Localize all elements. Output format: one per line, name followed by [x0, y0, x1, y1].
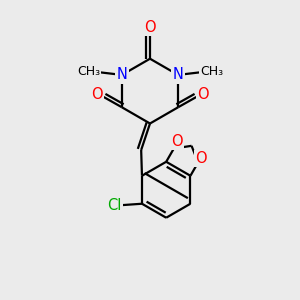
- Text: N: N: [172, 68, 184, 82]
- Text: O: O: [144, 20, 156, 35]
- Text: O: O: [196, 151, 207, 166]
- Text: N: N: [116, 68, 128, 82]
- Text: O: O: [197, 87, 208, 102]
- Text: Cl: Cl: [107, 198, 122, 213]
- Text: O: O: [92, 87, 103, 102]
- Text: CH₃: CH₃: [77, 65, 100, 79]
- Text: CH₃: CH₃: [200, 65, 223, 79]
- Text: O: O: [171, 134, 183, 149]
